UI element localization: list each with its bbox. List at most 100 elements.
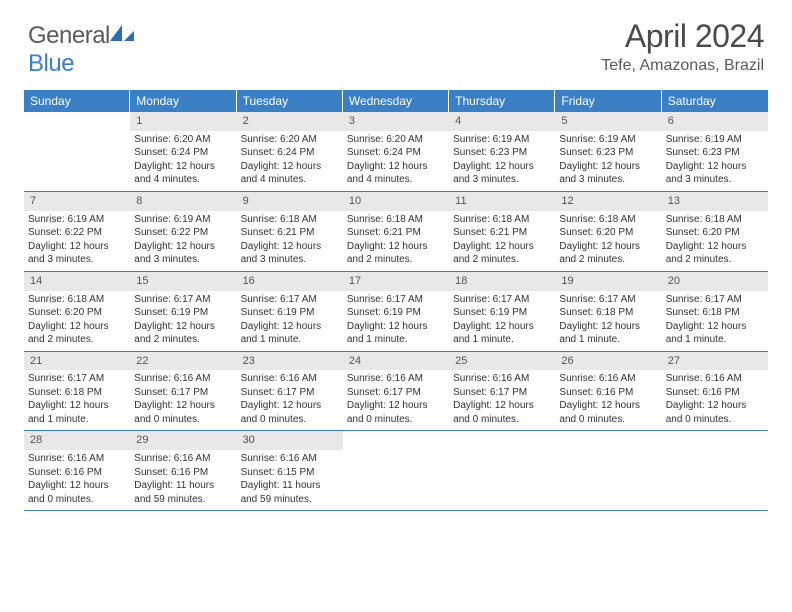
day-number: 19: [555, 272, 661, 291]
month-title: April 2024: [601, 18, 764, 55]
daylight-text: Daylight: 12 hours and 0 minutes.: [559, 399, 657, 426]
daylight-text: Daylight: 12 hours and 2 minutes.: [28, 320, 126, 347]
sunset-text: Sunset: 6:20 PM: [559, 226, 657, 240]
sunrise-text: Sunrise: 6:16 AM: [559, 372, 657, 386]
dow-cell: Thursday: [449, 90, 555, 112]
sunrise-text: Sunrise: 6:16 AM: [666, 372, 764, 386]
day-body: Sunrise: 6:18 AMSunset: 6:21 PMDaylight:…: [449, 211, 555, 271]
calendar-grid: Sunday Monday Tuesday Wednesday Thursday…: [24, 90, 768, 511]
day-body: Sunrise: 6:18 AMSunset: 6:20 PMDaylight:…: [24, 291, 130, 351]
day-number: 29: [130, 431, 236, 450]
sunset-text: Sunset: 6:16 PM: [28, 466, 126, 480]
day-number: 15: [130, 272, 236, 291]
weeks-container: 1Sunrise: 6:20 AMSunset: 6:24 PMDaylight…: [24, 112, 768, 511]
sunrise-text: Sunrise: 6:17 AM: [666, 293, 764, 307]
day-body: Sunrise: 6:20 AMSunset: 6:24 PMDaylight:…: [343, 131, 449, 191]
day-number: 17: [343, 272, 449, 291]
day-number: 16: [237, 272, 343, 291]
sunrise-text: Sunrise: 6:16 AM: [347, 372, 445, 386]
sunset-text: Sunset: 6:19 PM: [241, 306, 339, 320]
location-subtitle: Tefe, Amazonas, Brazil: [601, 57, 764, 75]
sunrise-text: Sunrise: 6:20 AM: [347, 133, 445, 147]
day-number: 14: [24, 272, 130, 291]
daylight-text: Daylight: 12 hours and 4 minutes.: [347, 160, 445, 187]
brand-name-a: General: [28, 22, 110, 49]
day-body: Sunrise: 6:16 AMSunset: 6:16 PMDaylight:…: [130, 450, 236, 510]
day-number: 2: [237, 112, 343, 131]
day-body: Sunrise: 6:16 AMSunset: 6:16 PMDaylight:…: [24, 450, 130, 510]
sunset-text: Sunset: 6:21 PM: [241, 226, 339, 240]
day-number: 30: [237, 431, 343, 450]
daylight-text: Daylight: 12 hours and 0 minutes.: [28, 479, 126, 506]
daylight-text: Daylight: 12 hours and 3 minutes.: [666, 160, 764, 187]
day-number: 11: [449, 192, 555, 211]
sunset-text: Sunset: 6:19 PM: [134, 306, 232, 320]
day-body: Sunrise: 6:18 AMSunset: 6:21 PMDaylight:…: [343, 211, 449, 271]
sunset-text: Sunset: 6:20 PM: [28, 306, 126, 320]
day-body: Sunrise: 6:16 AMSunset: 6:16 PMDaylight:…: [662, 370, 768, 430]
day-cell: 14Sunrise: 6:18 AMSunset: 6:20 PMDayligh…: [24, 272, 130, 351]
day-cell: 17Sunrise: 6:17 AMSunset: 6:19 PMDayligh…: [343, 272, 449, 351]
daylight-text: Daylight: 12 hours and 3 minutes.: [453, 160, 551, 187]
dow-cell: Friday: [555, 90, 661, 112]
daylight-text: Daylight: 11 hours and 59 minutes.: [134, 479, 232, 506]
day-cell: 26Sunrise: 6:16 AMSunset: 6:16 PMDayligh…: [555, 352, 661, 431]
daylight-text: Daylight: 12 hours and 1 minute.: [241, 320, 339, 347]
day-cell: [555, 431, 661, 510]
day-cell: 11Sunrise: 6:18 AMSunset: 6:21 PMDayligh…: [449, 192, 555, 271]
day-cell: 24Sunrise: 6:16 AMSunset: 6:17 PMDayligh…: [343, 352, 449, 431]
daylight-text: Daylight: 12 hours and 1 minute.: [559, 320, 657, 347]
day-cell: 20Sunrise: 6:17 AMSunset: 6:18 PMDayligh…: [662, 272, 768, 351]
sunset-text: Sunset: 6:17 PM: [241, 386, 339, 400]
day-number: 1: [130, 112, 236, 131]
sunrise-text: Sunrise: 6:19 AM: [666, 133, 764, 147]
sunrise-text: Sunrise: 6:16 AM: [241, 372, 339, 386]
daylight-text: Daylight: 12 hours and 1 minute.: [28, 399, 126, 426]
sunrise-text: Sunrise: 6:17 AM: [559, 293, 657, 307]
dow-cell: Wednesday: [343, 90, 449, 112]
day-cell: 16Sunrise: 6:17 AMSunset: 6:19 PMDayligh…: [237, 272, 343, 351]
day-cell: [24, 112, 130, 191]
sunset-text: Sunset: 6:22 PM: [134, 226, 232, 240]
sunset-text: Sunset: 6:17 PM: [453, 386, 551, 400]
day-cell: [343, 431, 449, 510]
daylight-text: Daylight: 12 hours and 1 minute.: [666, 320, 764, 347]
sunrise-text: Sunrise: 6:18 AM: [347, 213, 445, 227]
daylight-text: Daylight: 12 hours and 4 minutes.: [241, 160, 339, 187]
day-cell: [449, 431, 555, 510]
day-body: Sunrise: 6:19 AMSunset: 6:22 PMDaylight:…: [24, 211, 130, 271]
sunset-text: Sunset: 6:16 PM: [134, 466, 232, 480]
daylight-text: Daylight: 12 hours and 0 minutes.: [134, 399, 232, 426]
day-body: Sunrise: 6:16 AMSunset: 6:16 PMDaylight:…: [555, 370, 661, 430]
week-row: 1Sunrise: 6:20 AMSunset: 6:24 PMDaylight…: [24, 112, 768, 192]
day-number: 10: [343, 192, 449, 211]
day-body: Sunrise: 6:17 AMSunset: 6:19 PMDaylight:…: [237, 291, 343, 351]
day-cell: 19Sunrise: 6:17 AMSunset: 6:18 PMDayligh…: [555, 272, 661, 351]
dow-header-row: Sunday Monday Tuesday Wednesday Thursday…: [24, 90, 768, 112]
day-number: 23: [237, 352, 343, 371]
day-number: 18: [449, 272, 555, 291]
day-cell: 8Sunrise: 6:19 AMSunset: 6:22 PMDaylight…: [130, 192, 236, 271]
daylight-text: Daylight: 12 hours and 2 minutes.: [134, 320, 232, 347]
daylight-text: Daylight: 12 hours and 1 minute.: [347, 320, 445, 347]
day-number: 7: [24, 192, 130, 211]
day-cell: 7Sunrise: 6:19 AMSunset: 6:22 PMDaylight…: [24, 192, 130, 271]
day-body: Sunrise: 6:19 AMSunset: 6:23 PMDaylight:…: [555, 131, 661, 191]
dow-cell: Tuesday: [237, 90, 343, 112]
sunrise-text: Sunrise: 6:19 AM: [134, 213, 232, 227]
daylight-text: Daylight: 12 hours and 0 minutes.: [347, 399, 445, 426]
sunset-text: Sunset: 6:24 PM: [134, 146, 232, 160]
page-header: GeneralBlue April 2024 Tefe, Amazonas, B…: [0, 0, 792, 84]
sunset-text: Sunset: 6:16 PM: [559, 386, 657, 400]
daylight-text: Daylight: 12 hours and 0 minutes.: [666, 399, 764, 426]
day-number: 27: [662, 352, 768, 371]
day-cell: 30Sunrise: 6:16 AMSunset: 6:15 PMDayligh…: [237, 431, 343, 510]
day-number: 6: [662, 112, 768, 131]
sunset-text: Sunset: 6:17 PM: [347, 386, 445, 400]
brand-logo: GeneralBlue: [28, 22, 136, 78]
day-cell: 5Sunrise: 6:19 AMSunset: 6:23 PMDaylight…: [555, 112, 661, 191]
day-number: 22: [130, 352, 236, 371]
week-row: 21Sunrise: 6:17 AMSunset: 6:18 PMDayligh…: [24, 352, 768, 432]
day-cell: 6Sunrise: 6:19 AMSunset: 6:23 PMDaylight…: [662, 112, 768, 191]
day-number: 9: [237, 192, 343, 211]
